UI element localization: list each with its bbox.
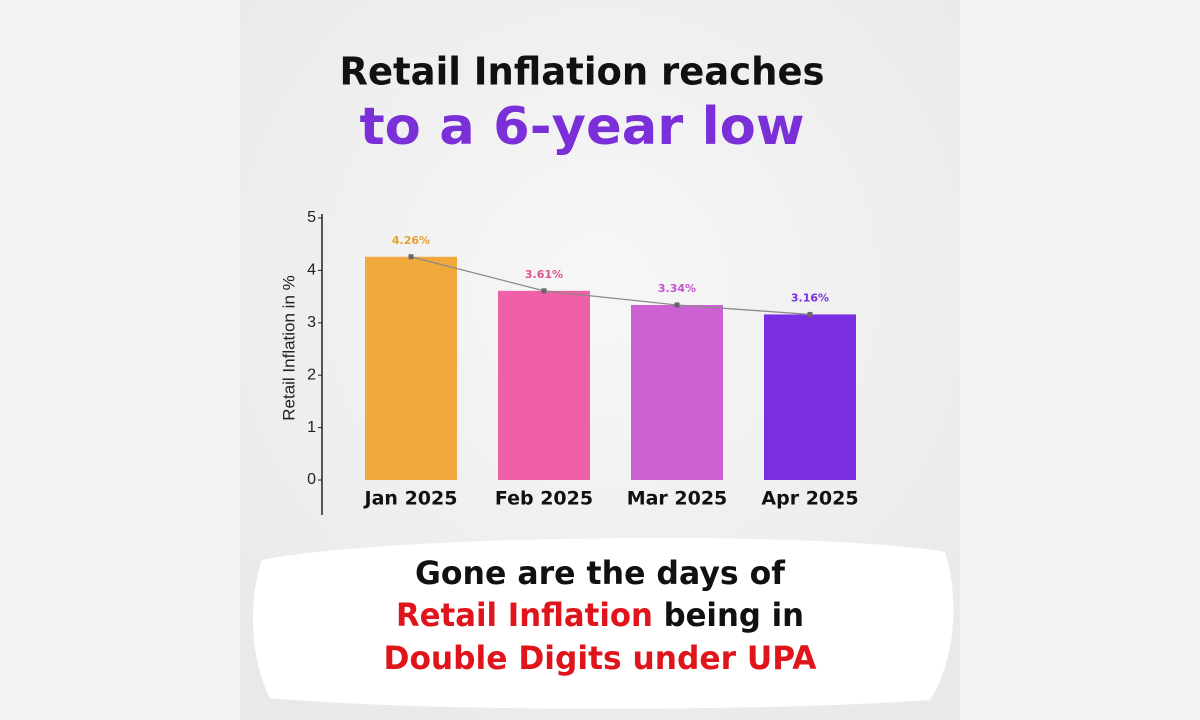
point-marker [807,311,813,317]
x-tick-label: Apr 2025 [761,488,858,510]
y-tick-label: 2 [307,366,316,383]
brush-stroke [252,538,954,709]
point-marker [541,288,547,294]
bar [365,256,457,480]
chart-title: Retail Inflation reaches [340,50,825,94]
trend-line [410,256,811,316]
y-tick-label: 0 [307,471,316,488]
point-marker [408,254,414,260]
value-label: 3.16% [791,291,829,304]
footer-line: Gone are the days of [415,554,786,592]
value-label: 4.26% [392,234,430,247]
footer-segment: Retail Inflation [396,596,653,634]
y-tick-label: 3 [307,314,316,331]
footer-segment: Double Digits under UPA [384,639,817,677]
bar [631,304,723,480]
x-tick-label: Jan 2025 [363,488,458,510]
y-axis-label: Retail Inflation in % [279,275,298,421]
y-tick-label: 4 [307,262,316,279]
value-label: 3.61% [525,268,563,281]
x-tick-label: Mar 2025 [627,488,728,510]
x-tick-label: Feb 2025 [495,488,593,510]
chart-subtitle: to a 6-year low [360,97,805,157]
bar [764,314,856,480]
footer-line: Retail Inflation being in [396,596,804,634]
footer-segment: being in [653,596,804,634]
bar [498,290,590,480]
y-tick-label: 1 [307,419,316,436]
y-tick-label: 5 [307,209,316,226]
footer-segment: Gone are the days of [415,554,786,592]
footer-line: Double Digits under UPA [384,639,817,677]
point-marker [674,302,680,308]
value-label: 3.34% [658,282,696,295]
